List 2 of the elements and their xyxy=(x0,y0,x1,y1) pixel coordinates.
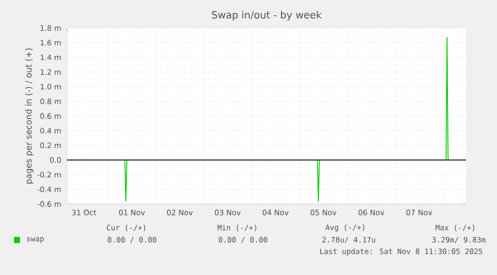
y-axis-title: pages per second in (-) / out (+) xyxy=(25,48,34,184)
chart-title: Swap in/out - by week xyxy=(212,10,322,21)
